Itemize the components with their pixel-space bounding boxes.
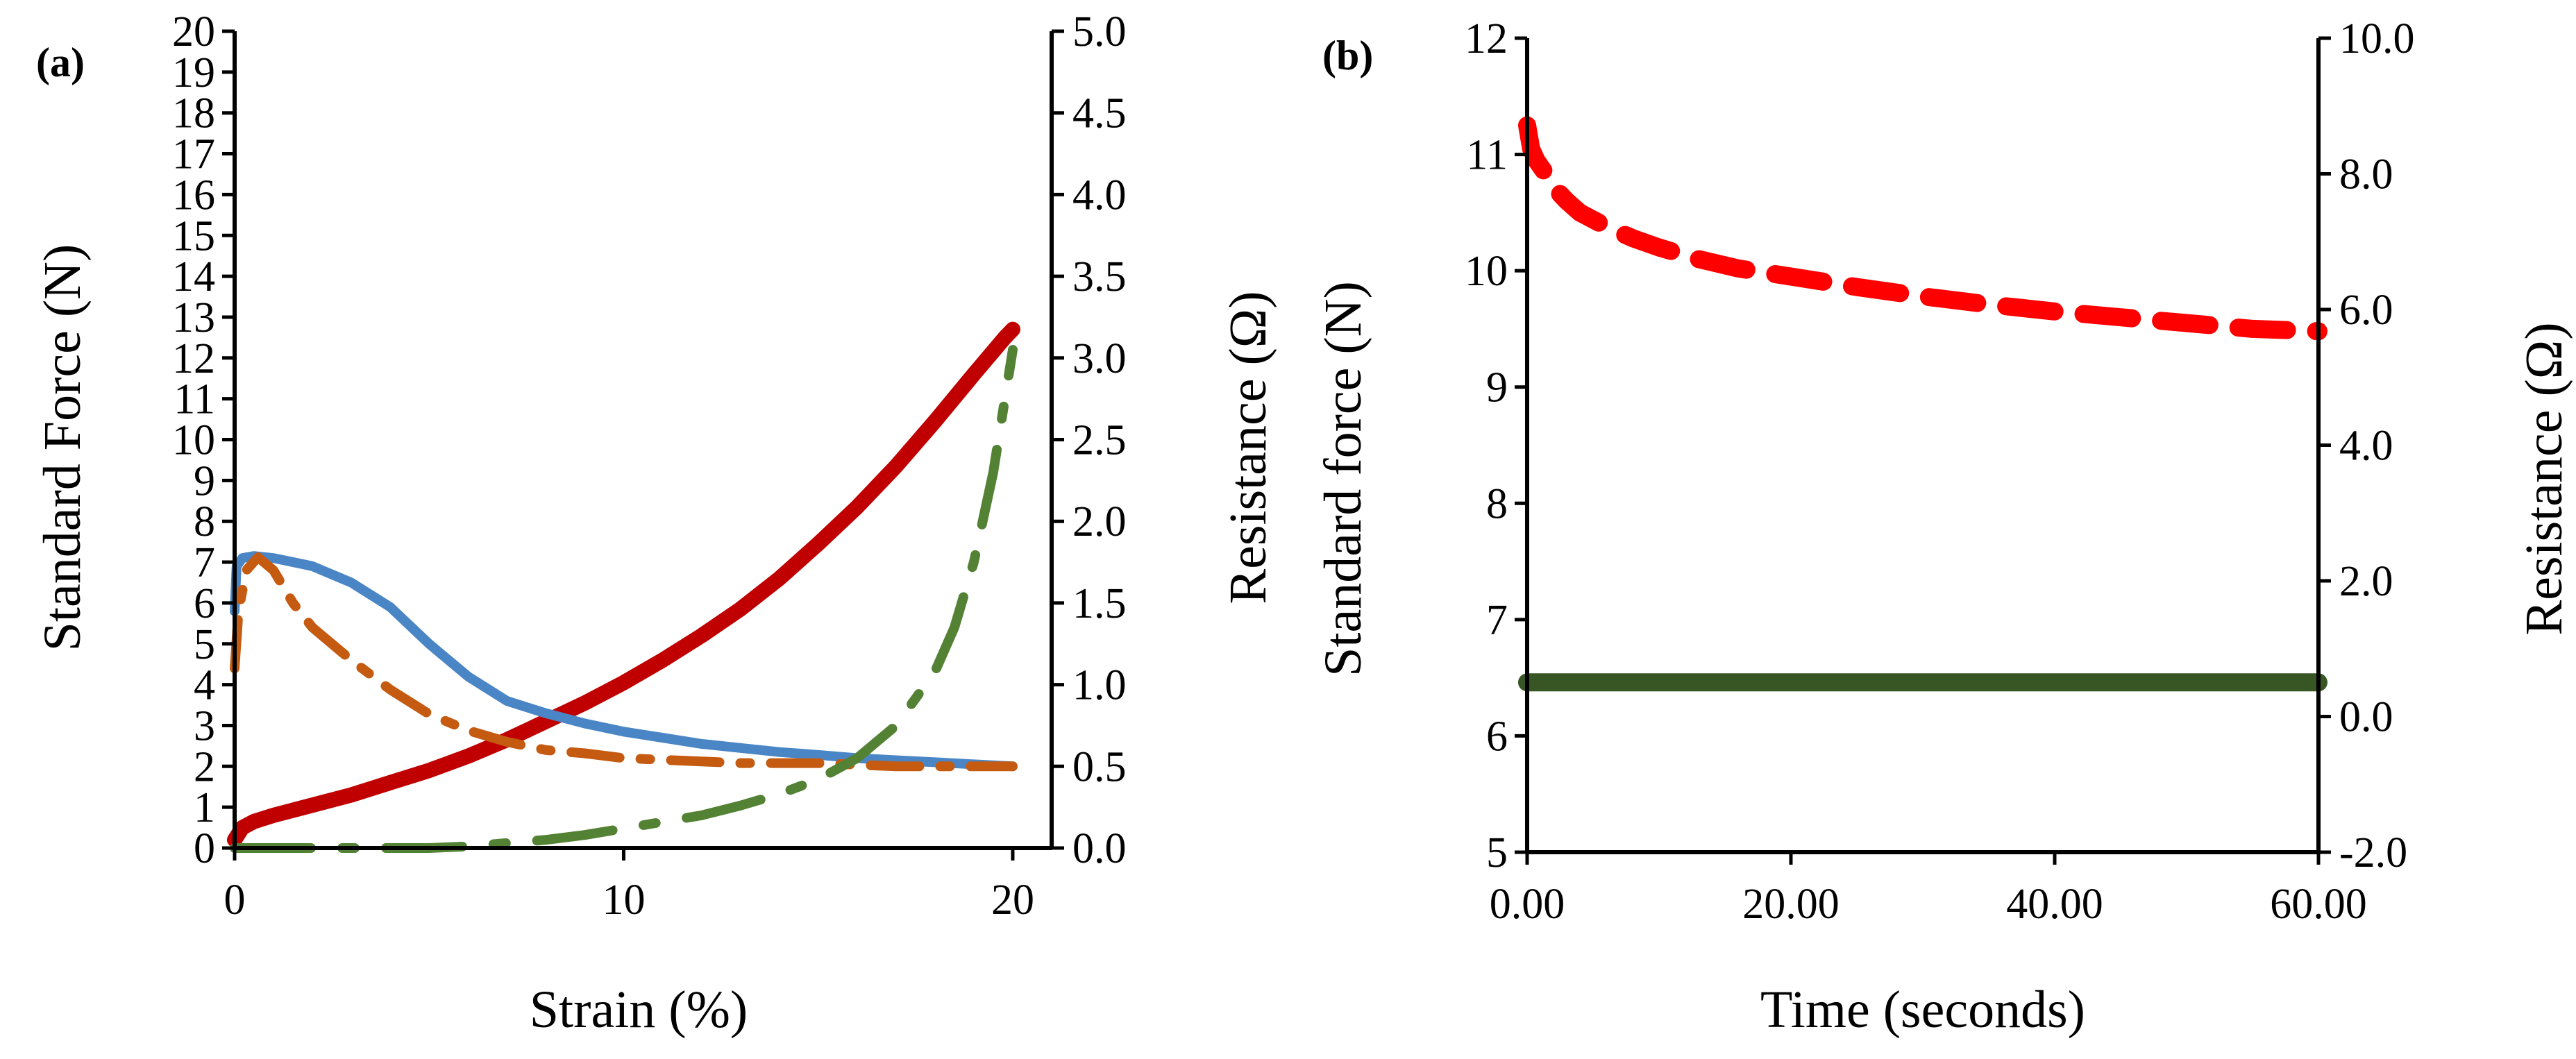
x-tick-label: 0.00: [1490, 881, 1565, 928]
x-axis-title-a: Strain (%): [530, 981, 748, 1039]
y2-tick-label: 0.0: [2339, 694, 2393, 741]
x-tick-label: 20.00: [1742, 881, 1840, 928]
panel-b: 5 6 7 8 9 10 11 12 -2.0 0.0 2.0 4.0 6.0 8.0 10.0 0.00 20…: [1314, 15, 2573, 1039]
y-tick-label: 12: [172, 335, 215, 382]
y-tick-label: 1: [194, 784, 215, 831]
series-line-1: [227, 321, 1020, 848]
y-tick-label: 0: [194, 825, 215, 872]
y-tick-label: 7: [194, 539, 215, 586]
axes-b: 5 6 7 8 9 10 11 12 -2.0 0.0 2.0 4.0 6.0 8.0 10.0 0.00 20…: [1465, 15, 2415, 928]
y2-tick-label: 1.0: [1072, 662, 1127, 709]
y-tick-label: 5: [194, 621, 215, 668]
y2-tick-label: 4.0: [2339, 423, 2393, 470]
series-line-4: [230, 345, 1018, 853]
y-axis-title-a: Standard Force (N): [33, 244, 92, 652]
y-tick-label: 17: [172, 131, 215, 178]
y2-tick-label: 5.0: [1072, 8, 1127, 56]
x-tick-label: 10: [602, 876, 645, 924]
panel-a: 012345678910111213141516171819200.00.51.…: [33, 8, 1277, 1039]
y-tick-label: 8: [194, 498, 215, 545]
plot-area-b: [1518, 116, 2327, 692]
y2-tick-label: 3.5: [1072, 253, 1127, 300]
y-tick-label: 6: [1486, 713, 1508, 760]
y-axis-title-b: Standard force (N): [1314, 281, 1372, 677]
axes-a: 012345678910111213141516171819200.00.51.…: [172, 8, 1127, 924]
y-tick-label: 12: [1465, 15, 1508, 62]
y2-tick-label: 6.0: [2339, 287, 2393, 334]
plot-area-a: [227, 321, 1020, 853]
y2-tick-label: 2.0: [2339, 558, 2393, 605]
x-axis-title-b: Time (seconds): [1760, 981, 2085, 1039]
series-line-1: [1518, 116, 2327, 341]
series-line-3: [230, 552, 1018, 772]
y-tick-label: 18: [172, 90, 215, 137]
panel-label-a: (a): [36, 40, 85, 85]
y2-tick-label: 3.0: [1072, 335, 1127, 382]
y-tick-label: 9: [194, 457, 215, 505]
y-tick-label: 13: [172, 294, 215, 341]
x-tick-label: 60.00: [2270, 881, 2367, 928]
y-tick-label: 9: [1486, 364, 1508, 412]
y-tick-label: 8: [1486, 480, 1508, 527]
y-tick-label: 11: [174, 376, 215, 423]
y2-axis-title-a: Resistance (Ω): [1219, 291, 1277, 604]
y-tick-label: 14: [172, 253, 215, 300]
y-tick-label: 4: [194, 662, 215, 709]
y-tick-label: 20: [172, 8, 215, 56]
y2-tick-label: 0.5: [1072, 743, 1127, 790]
y2-tick-label: 0.0: [1072, 825, 1127, 872]
y2-tick-label: 2.0: [1072, 498, 1127, 545]
y-tick-label: 2: [194, 743, 215, 790]
panel-label-b: (b): [1322, 33, 1373, 78]
y2-tick-label: 4.5: [1072, 90, 1127, 137]
y-tick-label: 6: [194, 580, 215, 627]
y2-tick-label: 8.0: [2339, 151, 2393, 198]
x-tick-label: 0: [224, 876, 246, 924]
y-tick-label: 19: [172, 49, 215, 96]
y-tick-label: 5: [1486, 829, 1508, 876]
y-tick-label: 10: [172, 417, 215, 464]
x-tick-label: 40.00: [2006, 881, 2103, 928]
y-tick-label: 10: [1465, 248, 1508, 295]
y2-tick-label: 2.5: [1072, 417, 1127, 464]
x-tick-label: 20: [991, 876, 1034, 924]
y2-tick-label: 10.0: [2339, 15, 2415, 62]
y-tick-label: 11: [1466, 132, 1508, 179]
y2-tick-label: 1.5: [1072, 580, 1127, 627]
y-tick-label: 16: [172, 171, 215, 219]
y-tick-label: 15: [172, 212, 215, 260]
y-tick-label: 7: [1486, 597, 1508, 644]
y2-tick-label: 4.0: [1072, 171, 1127, 219]
y-tick-label: 3: [194, 702, 215, 749]
y2-axis-title-b: Resistance (Ω): [2515, 322, 2573, 635]
series-line-2: [230, 551, 1018, 772]
y2-tick-label: -2.0: [2339, 829, 2407, 876]
